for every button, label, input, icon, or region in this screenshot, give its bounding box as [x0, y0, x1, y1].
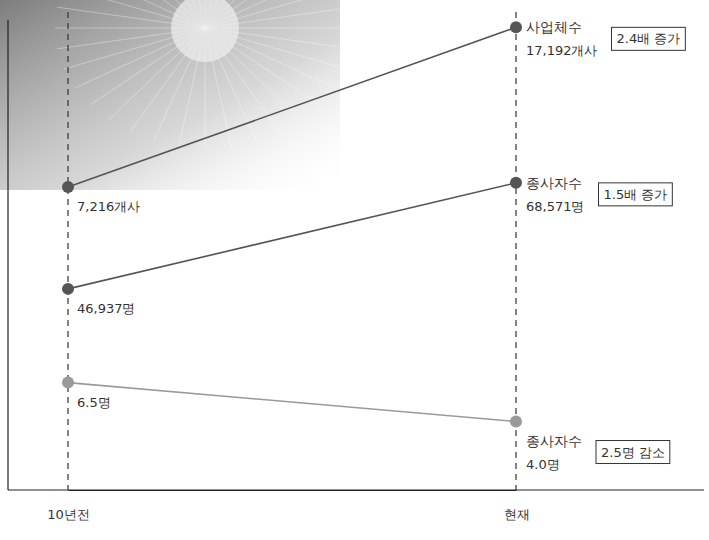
series-point — [62, 377, 74, 389]
series-point — [510, 21, 522, 33]
chart: 10년전현재7,216개사사업체수17,192개사2.4배 증가46,937명종… — [0, 0, 709, 540]
series-point — [62, 283, 74, 295]
data-label: 68,571명 — [526, 199, 585, 214]
grid — [68, 12, 516, 490]
series-point — [510, 177, 522, 189]
annotation-box — [612, 27, 686, 50]
x-tick-label: 현재 — [504, 507, 530, 522]
annotation-text: 2.4배 증가 — [617, 31, 681, 46]
series-point — [62, 181, 74, 193]
x-axis-line — [69, 490, 517, 491]
marks — [62, 21, 522, 427]
photo-light — [171, 0, 239, 62]
data-label: 7,216개사 — [77, 199, 140, 214]
annotation-box — [596, 441, 670, 464]
data-label: 6.5명 — [77, 395, 111, 410]
labels: 7,216개사사업체수17,192개사2.4배 증가46,937명종사자수68,… — [77, 19, 685, 471]
annotation: 2.4배 증가 — [612, 27, 686, 50]
annotation-text: 1.5배 증가 — [604, 187, 668, 202]
series-point — [510, 416, 522, 428]
annotation: 1.5배 증가 — [599, 183, 673, 206]
bottom-frame — [8, 489, 704, 490]
series-name: 사업체수 — [526, 19, 582, 35]
annotation: 2.5명 감소 — [596, 441, 670, 464]
annotation-text: 2.5명 감소 — [601, 445, 665, 460]
x-tick: 현재 — [504, 490, 530, 522]
photo-background — [0, 0, 355, 190]
annotation-box — [599, 183, 673, 206]
series-line — [68, 27, 516, 187]
data-label: 17,192개사 — [526, 43, 598, 58]
x-tick-label: 10년전 — [47, 507, 90, 522]
grid-line — [67, 12, 68, 490]
data-label: 46,937명 — [77, 301, 136, 316]
left-frame — [7, 20, 8, 490]
series-name: 종사자수 — [526, 433, 582, 449]
x-tick: 10년전 — [47, 490, 90, 522]
series-line — [68, 183, 516, 289]
data-label: 4.0명 — [526, 457, 560, 472]
series-name: 종사자수 — [526, 175, 582, 191]
series-line — [68, 383, 516, 422]
x-axis: 10년전 현재 — [47, 490, 529, 522]
